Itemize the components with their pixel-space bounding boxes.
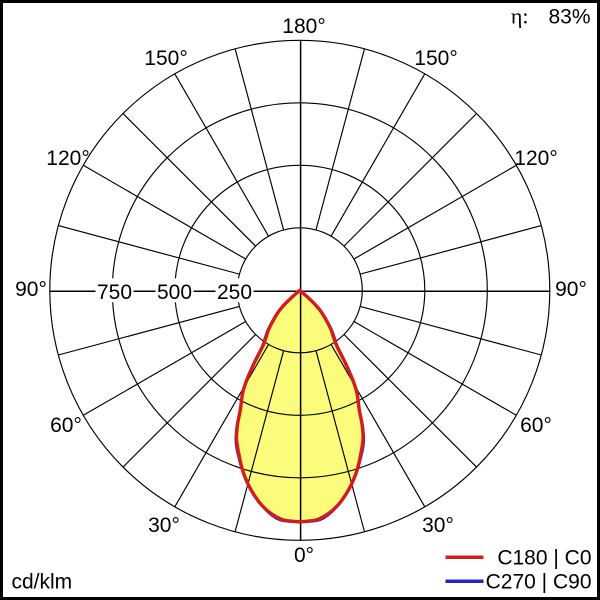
svg-text:750: 750 <box>97 281 132 304</box>
svg-text:150°: 150° <box>414 47 457 70</box>
svg-text:90°: 90° <box>15 278 47 301</box>
svg-text:120°: 120° <box>514 147 557 170</box>
svg-text:250: 250 <box>217 281 252 304</box>
svg-text:60°: 60° <box>50 414 82 437</box>
svg-text:η:: η: <box>511 4 529 29</box>
svg-text:C270 | C90: C270 | C90 <box>486 571 592 594</box>
svg-text:30°: 30° <box>422 514 454 537</box>
svg-text:60°: 60° <box>520 414 552 437</box>
svg-text:120°: 120° <box>46 147 89 170</box>
svg-text:cd/klm: cd/klm <box>12 571 73 594</box>
svg-text:30°: 30° <box>148 514 180 537</box>
svg-text:0°: 0° <box>294 544 314 567</box>
svg-text:90°: 90° <box>555 278 587 301</box>
svg-text:180°: 180° <box>282 15 325 38</box>
svg-text:150°: 150° <box>144 47 187 70</box>
svg-text:500: 500 <box>157 281 192 304</box>
svg-text:C180 | C0: C180 | C0 <box>497 547 591 570</box>
svg-text:83%: 83% <box>548 6 590 29</box>
